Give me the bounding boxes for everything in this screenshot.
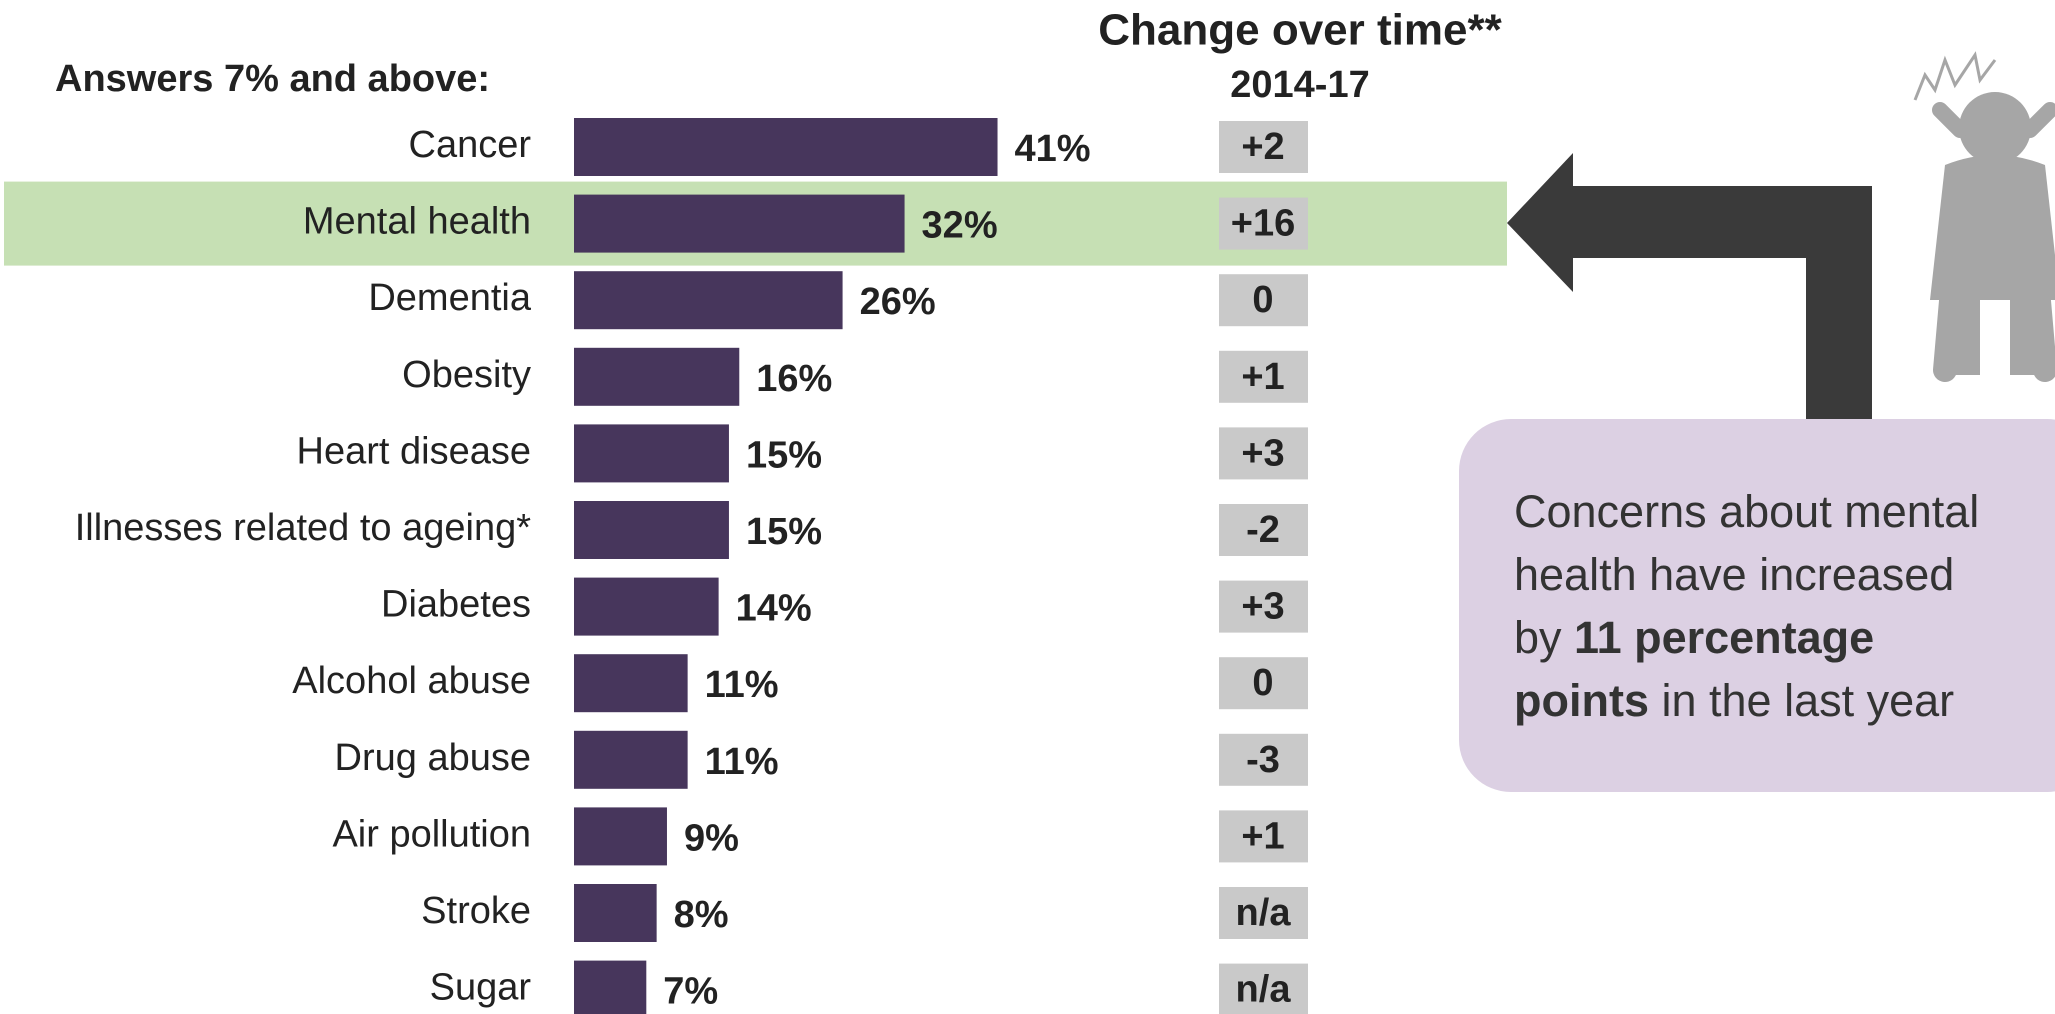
change-label: +16 <box>1231 203 1295 245</box>
category-label: Illnesses related to ageing* <box>75 507 532 549</box>
value-label: 11% <box>705 664 779 706</box>
person-icon <box>1913 51 2055 382</box>
bar <box>574 271 843 330</box>
bar <box>574 347 740 406</box>
value-label: 15% <box>746 434 822 476</box>
change-label: 0 <box>1252 279 1273 321</box>
annotation-text: in the last year <box>1648 675 1955 726</box>
category-label: Stroke <box>421 890 531 932</box>
change-box <box>1219 963 1308 1014</box>
annotation-bold: 11 percentage <box>1574 612 1875 663</box>
value-label: 16% <box>756 358 832 400</box>
bar <box>574 960 647 1014</box>
annotation-bold: points <box>1514 675 1649 726</box>
change-box <box>1219 350 1308 403</box>
change-label: +2 <box>1241 126 1284 168</box>
value-label: 15% <box>746 511 822 553</box>
bar <box>574 118 998 176</box>
change-box <box>1219 810 1308 863</box>
bar <box>574 577 719 636</box>
change-box <box>1219 197 1308 250</box>
change-title: Change over time** <box>1098 6 1502 55</box>
category-label: Mental health <box>303 201 531 243</box>
annotation-text: Concerns about mental <box>1514 486 1980 537</box>
value-label: 14% <box>736 588 812 630</box>
change-label: +1 <box>1241 815 1284 857</box>
change-subtitle: 2014-17 <box>1230 64 1369 106</box>
category-label: Obesity <box>402 354 531 396</box>
value-label: 9% <box>684 817 739 859</box>
category-label: Sugar <box>430 967 532 1009</box>
bar <box>574 884 657 942</box>
change-label: n/a <box>1236 892 1292 934</box>
change-box <box>1219 121 1308 173</box>
bar <box>574 730 688 789</box>
category-label: Alcohol abuse <box>292 660 531 702</box>
chart-label: Answers 7% and above: <box>55 58 490 100</box>
category-label: Cancer <box>409 124 532 166</box>
value-label: 26% <box>860 281 936 323</box>
change-box <box>1219 657 1308 710</box>
value-label: 32% <box>922 205 998 247</box>
bar <box>574 424 729 483</box>
value-label: 11% <box>705 741 779 783</box>
change-box <box>1219 427 1308 480</box>
change-label: -3 <box>1246 739 1280 781</box>
category-label: Drug abuse <box>335 737 531 779</box>
value-label: 8% <box>674 894 729 936</box>
value-label: 41% <box>1015 128 1091 170</box>
change-box <box>1219 580 1308 633</box>
value-label: 7% <box>663 971 718 1013</box>
annotation: Concerns about mental health have increas… <box>1514 480 1979 732</box>
change-label: -2 <box>1246 509 1280 551</box>
bar <box>574 194 905 253</box>
category-label: Dementia <box>368 277 531 319</box>
bar <box>574 807 667 866</box>
change-box <box>1219 733 1308 786</box>
bar <box>574 501 729 559</box>
category-label: Air pollution <box>332 813 531 855</box>
change-box <box>1219 274 1308 327</box>
change-box <box>1219 887 1308 939</box>
change-label: +3 <box>1241 586 1284 628</box>
arrow <box>1507 153 1872 430</box>
change-box <box>1219 504 1308 556</box>
category-label: Diabetes <box>381 584 531 626</box>
change-label: +3 <box>1241 432 1284 474</box>
change-label: n/a <box>1236 969 1292 1011</box>
callout-box <box>1459 419 2055 792</box>
annotation-text: health have increased <box>1514 549 1955 600</box>
annotation-text: by <box>1514 612 1575 663</box>
change-label: +1 <box>1241 356 1284 398</box>
change-label: 0 <box>1252 662 1273 704</box>
bar <box>574 654 688 713</box>
category-label: Heart disease <box>297 430 531 472</box>
